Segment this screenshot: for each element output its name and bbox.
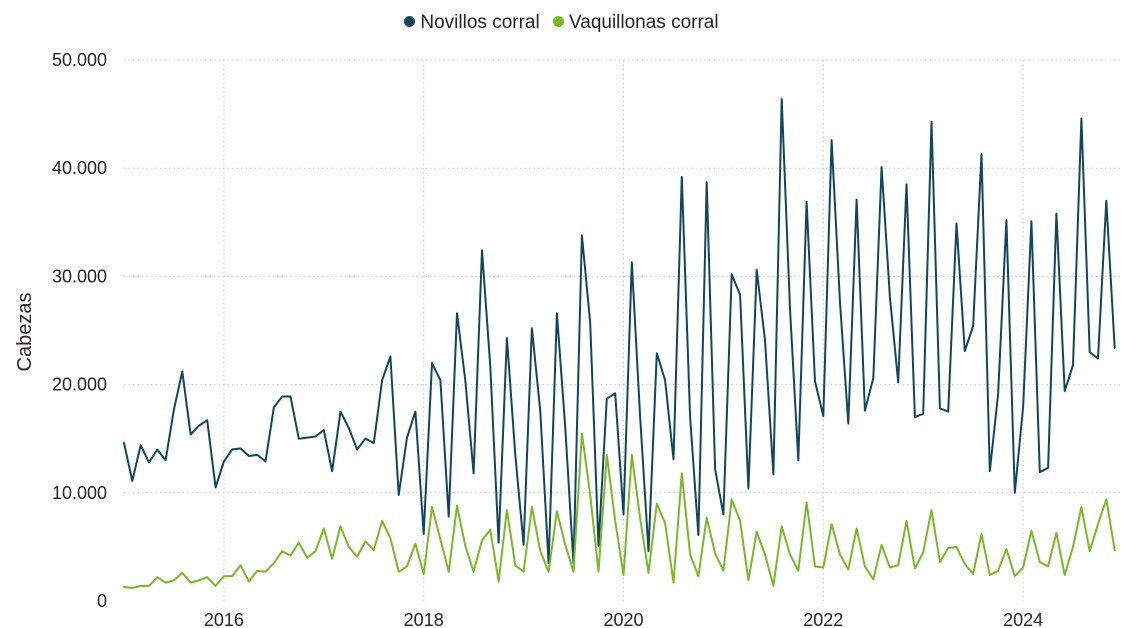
series-line-vaquillonas[interactable] <box>123 432 1116 589</box>
x-tick-label: 2018 <box>404 610 444 628</box>
legend-label-novillos: Novillos corral <box>420 12 540 33</box>
x-tick-label: 2022 <box>803 610 843 628</box>
legend-item-vaquillonas[interactable]: Vaquillonas corral <box>552 12 719 34</box>
x-tick-label: 2024 <box>1003 610 1043 628</box>
legend: Novillos corral Vaquillonas corral <box>0 12 1123 34</box>
x-tick-label: 2016 <box>204 610 244 628</box>
legend-marker-vaquillonas <box>552 16 564 27</box>
y-tick-label: 40.000 <box>52 158 107 178</box>
legend-label-vaquillonas: Vaquillonas corral <box>568 12 719 33</box>
series-lines <box>123 98 1116 589</box>
series-line-novillos[interactable] <box>123 98 1116 565</box>
y-axis-label: Cabezas <box>14 293 36 372</box>
legend-marker-novillos <box>404 16 416 27</box>
y-tick-label: 30.000 <box>52 266 107 286</box>
x-axis: 2016 2018 2020 2022 2024 <box>204 610 1043 628</box>
x-tick-label: 2020 <box>603 610 643 628</box>
y-axis: 0 10.000 20.000 30.000 40.000 50.000 <box>52 50 107 611</box>
y-tick-label: 50.000 <box>52 50 107 70</box>
y-tick-label: 20.000 <box>52 375 107 395</box>
gridlines <box>124 59 1123 601</box>
y-tick-label: 0 <box>97 591 107 611</box>
legend-item-novillos[interactable]: Novillos corral <box>404 12 540 34</box>
y-tick-label: 10.000 <box>52 483 107 503</box>
